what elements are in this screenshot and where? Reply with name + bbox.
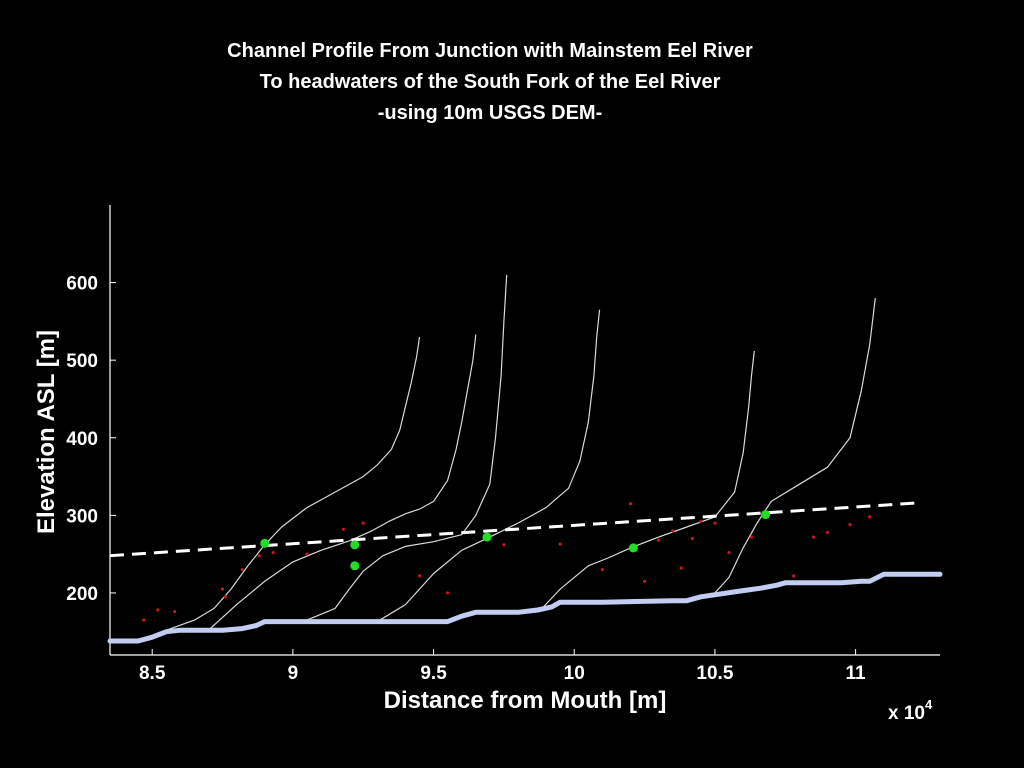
x-tick-label: 9: [288, 663, 299, 684]
scatter-point: [671, 529, 675, 533]
scatter-point: [240, 568, 244, 572]
x-tick-label: 10: [564, 663, 585, 684]
tributary-line: [208, 334, 477, 631]
scatter-point: [173, 609, 177, 614]
knickpoint-marker: [350, 561, 360, 571]
y-axis-label: Elevation ASL [m]: [33, 330, 60, 534]
scatter-point: [361, 521, 365, 525]
chart-title-block: Channel Profile From Junction with Mains…: [0, 36, 980, 129]
y-tick-label: 400: [66, 429, 98, 450]
x-axis-label: Distance from Mouth [m]: [384, 687, 667, 714]
scatter-point: [305, 552, 309, 556]
y-tick-label: 300: [66, 506, 98, 527]
scatter-points: [142, 502, 872, 622]
tributary-line: [306, 274, 508, 621]
scatter-point: [446, 591, 450, 595]
x-tick-label: 11: [846, 663, 867, 684]
y-tick-label: 500: [66, 351, 98, 372]
y-tick-label: 200: [66, 584, 98, 605]
x-tick-label: 10.5: [696, 663, 733, 684]
scatter-point: [825, 530, 830, 535]
scatter-point: [868, 515, 872, 519]
knickpoint-marker: [350, 540, 360, 550]
mainstem-profile: [107, 571, 943, 644]
y-tick-label: 600: [66, 274, 98, 295]
scatter-point: [417, 574, 422, 578]
scatter-point: [642, 579, 647, 583]
knickpoint-marker: [761, 510, 771, 520]
scatter-point: [502, 543, 506, 547]
x-multiplier-exponent: 4: [925, 697, 933, 712]
scatter-point: [713, 521, 717, 525]
tributary-line: [166, 336, 421, 631]
scatter-point: [657, 538, 661, 542]
scatter-point: [749, 535, 754, 539]
knickpoints: [260, 510, 771, 571]
scatter-point: [156, 608, 160, 612]
chart-subtitle: To headwaters of the South Fork of the E…: [259, 71, 721, 93]
scatter-point: [223, 595, 227, 599]
mainstem-line: [107, 571, 943, 644]
axes: [109, 205, 940, 656]
scatter-point: [558, 542, 562, 546]
tributary-profiles: [166, 274, 876, 631]
scatter-point: [690, 537, 695, 541]
x-tick-label: 8.5: [139, 663, 166, 684]
knickpoint-marker: [260, 538, 270, 548]
scatter-point: [679, 566, 683, 570]
trend-line: [109, 501, 918, 558]
x-multiplier-base: x 10: [888, 703, 925, 724]
tick-labels: 8.5 9 9.5 10 10.5 11 200 300 400 500 600: [66, 274, 866, 684]
knickpoint-marker: [628, 543, 638, 553]
scatter-point: [142, 618, 146, 622]
tributary-line: [540, 350, 755, 611]
x-tick-label: 9.5: [420, 663, 447, 684]
scatter-point: [257, 554, 261, 558]
chart-subtitle-dem: -using 10m USGS DEM-: [377, 102, 603, 124]
scatter-point: [727, 550, 731, 555]
knickpoint-marker: [482, 532, 492, 542]
x-multiplier: x 104: [888, 697, 933, 724]
scatter-point: [699, 519, 703, 524]
scatter-point: [271, 550, 275, 555]
chart-title: Channel Profile From Junction with Mains…: [227, 40, 753, 62]
scatter-point: [811, 535, 815, 539]
tributary-line: [376, 309, 601, 623]
scatter-point: [848, 523, 852, 527]
scatter-point: [341, 527, 346, 531]
scatter-point: [600, 568, 604, 572]
scatter-point: [220, 587, 225, 591]
tributary-line: [714, 298, 876, 594]
scatter-point: [628, 502, 633, 506]
trend-dashed-line: [109, 501, 918, 558]
scatter-point: [792, 574, 796, 578]
